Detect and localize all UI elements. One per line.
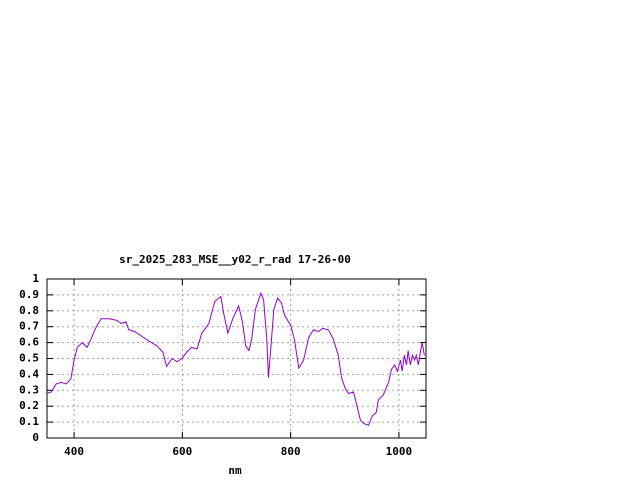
- y-tick-label: 0.1: [19, 415, 39, 428]
- y-tick-label: 0.7: [19, 320, 39, 333]
- y-tick-label: 0.5: [19, 352, 39, 365]
- x-tick-label: 400: [64, 445, 84, 458]
- y-tick-label: 0.3: [19, 383, 39, 396]
- data-line: [46, 291, 425, 426]
- y-tick-label: 0.8: [19, 304, 39, 317]
- x-axis-label: nm: [228, 464, 242, 477]
- y-tick-label: 0.2: [19, 399, 39, 412]
- y-tick-label: 1: [32, 272, 39, 285]
- y-tick-label: 0: [32, 431, 39, 444]
- plot-border: [46, 278, 427, 439]
- chart-title: sr_2025_283_MSE__y02_r_rad 17-26-00: [119, 253, 351, 266]
- y-tick-label: 0.4: [19, 367, 39, 380]
- x-tick-label: 600: [172, 445, 192, 458]
- y-tick-label: 0.9: [19, 288, 39, 301]
- x-tick-label: 800: [281, 445, 301, 458]
- y-tick-label: 0.6: [19, 336, 39, 349]
- x-tick-label: 1000: [386, 445, 413, 458]
